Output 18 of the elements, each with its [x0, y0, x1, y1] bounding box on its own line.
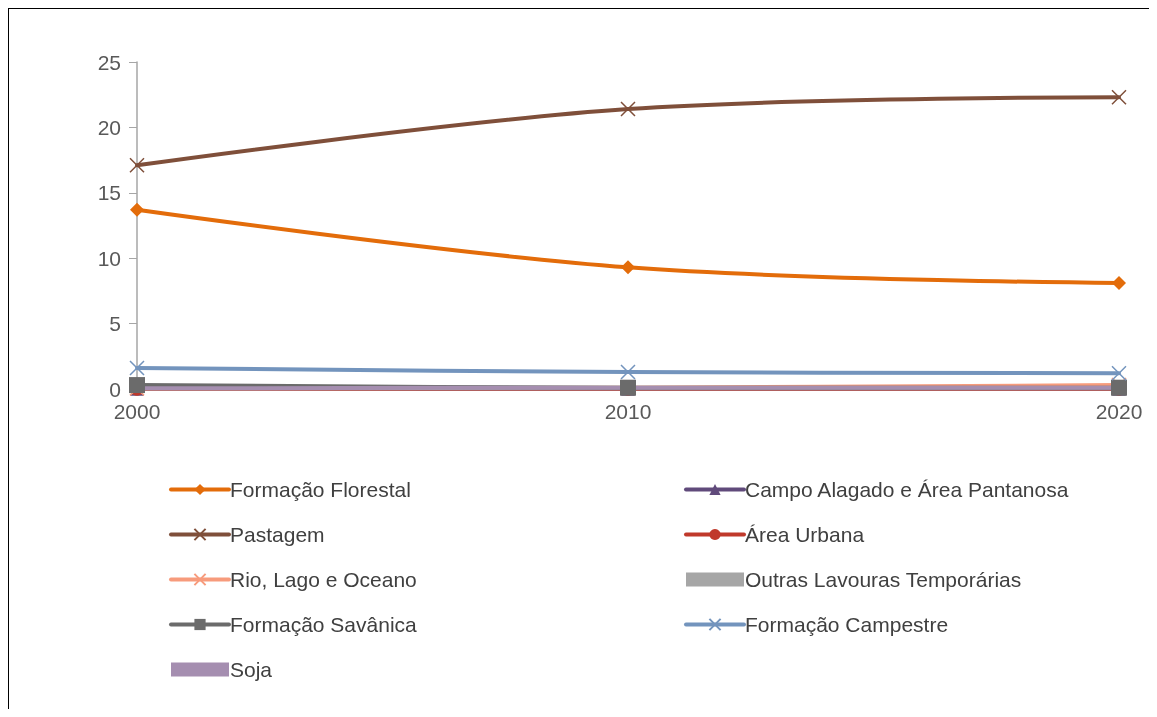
y-tick-label: 20: [97, 115, 121, 139]
y-tick-label: 25: [97, 50, 121, 74]
legend-label: Campo Alagado e Área Pantanosa: [745, 478, 1069, 501]
x-tick-label: 2000: [113, 400, 161, 423]
legend-label: Outras Lavouras Temporárias: [745, 568, 1022, 591]
y-tick-label: 10: [97, 246, 121, 270]
x-tick-label: 2020: [1095, 400, 1143, 423]
y-tick-label: 5: [109, 312, 121, 336]
legend-label: Formação Savânica: [230, 613, 418, 636]
legend-label: Rio, Lago e Oceano: [230, 568, 417, 591]
legend-label: Formação Florestal: [230, 478, 411, 501]
legend-label: Área Urbana: [745, 523, 865, 546]
y-tick-label: 0: [109, 377, 121, 401]
y-tick-label: 15: [97, 181, 121, 205]
legend-label: Soja: [230, 658, 273, 681]
legend-label: Pastagem: [230, 523, 325, 546]
x-tick-label: 2010: [604, 400, 652, 423]
legend-label: Formação Campestre: [745, 613, 949, 636]
